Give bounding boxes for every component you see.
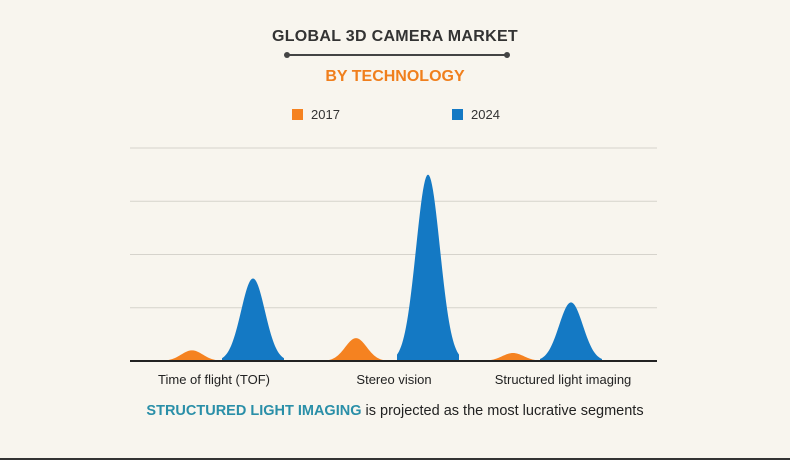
- peak-2024-1: [397, 174, 459, 361]
- legend-item-2024: 2024: [452, 107, 500, 122]
- peak-2024-0: [222, 278, 284, 361]
- peak-2017-0: [164, 350, 220, 361]
- legend-swatch-2017: [292, 109, 303, 120]
- peak-2017-2: [485, 353, 541, 361]
- category-label-stereo: Stereo vision: [356, 372, 432, 387]
- legend-swatch-2024: [452, 109, 463, 120]
- chart-title: GLOBAL 3D CAMERA MARKET: [271, 28, 518, 45]
- legend-label-2024: 2024: [471, 107, 500, 122]
- category-label-structured: Structured light imaging: [494, 372, 632, 387]
- legend-label-2017: 2017: [311, 107, 340, 122]
- legend-item-2017: 2017: [292, 107, 340, 122]
- footer-text: is projected as the most lucrative segme…: [361, 403, 644, 419]
- title-divider: [284, 52, 510, 58]
- peak-2017-1: [328, 338, 384, 361]
- peak-2024-2: [540, 302, 602, 361]
- category-label-tof: Time of flight (TOF): [158, 372, 270, 387]
- chart-subtitle: BY TECHNOLOGY: [325, 68, 465, 85]
- footer-note: STRUCTURED LIGHT IMAGING is projected as…: [0, 403, 790, 419]
- bottom-border: [0, 458, 790, 460]
- footer-highlight: STRUCTURED LIGHT IMAGING: [146, 403, 362, 419]
